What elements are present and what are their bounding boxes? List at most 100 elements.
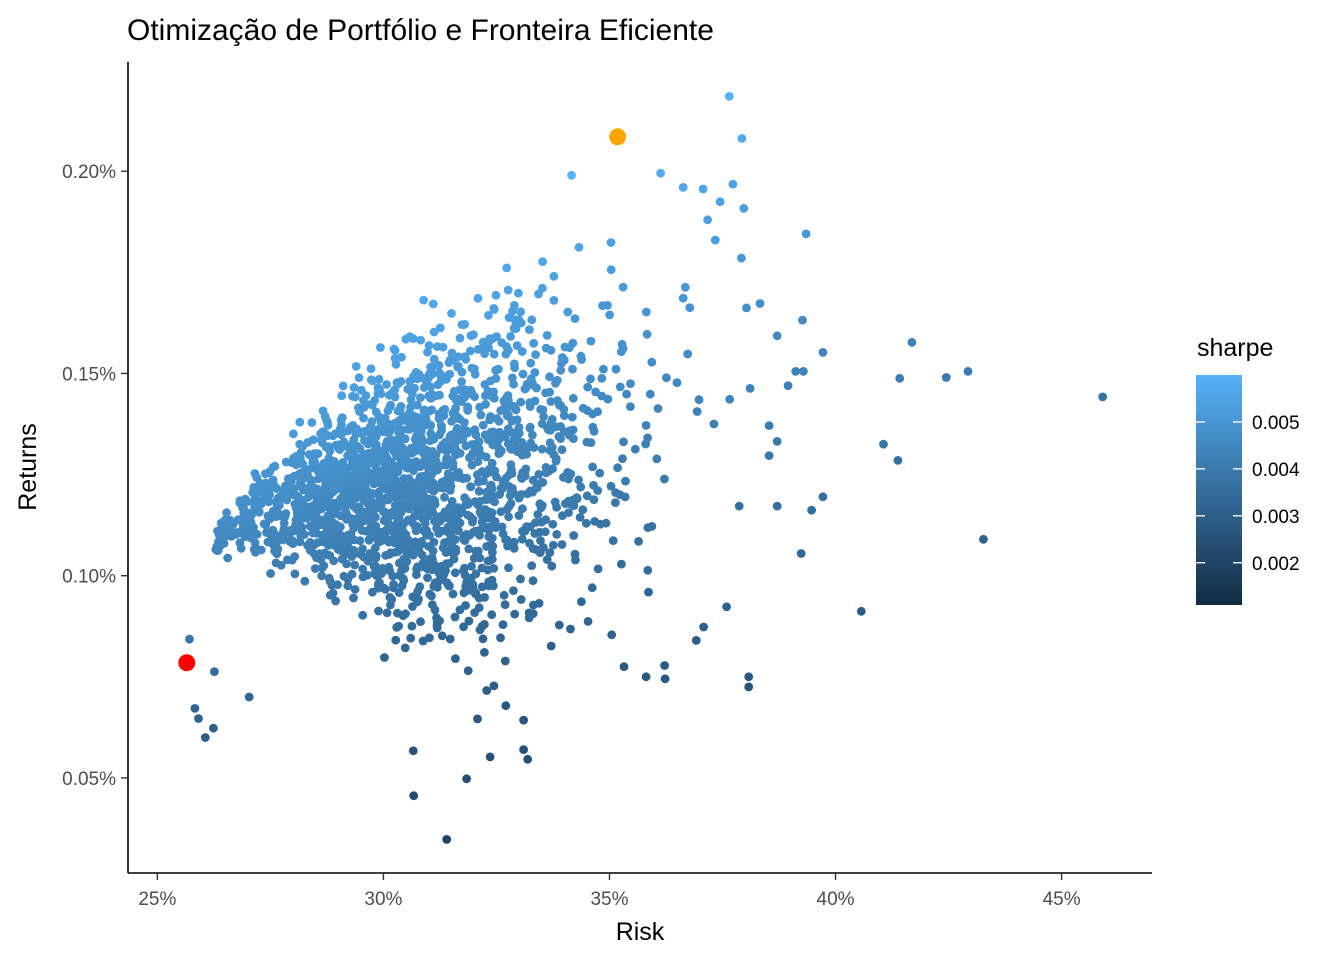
scatter-point bbox=[517, 347, 527, 356]
scatter-point bbox=[391, 475, 401, 485]
y-axis-title: Returns bbox=[14, 423, 42, 511]
scatter-point bbox=[496, 633, 505, 643]
scatter-point bbox=[452, 424, 462, 433]
scatter-point bbox=[361, 526, 371, 536]
scatter-point bbox=[519, 745, 528, 754]
scatter-point bbox=[401, 609, 410, 619]
scatter-point bbox=[485, 541, 494, 550]
scatter-point bbox=[263, 537, 273, 547]
scatter-point bbox=[427, 405, 437, 415]
scatter-point bbox=[381, 510, 391, 520]
scatter-point bbox=[941, 373, 951, 382]
scatter-point bbox=[487, 436, 497, 446]
scatter-point bbox=[431, 515, 441, 525]
scatter-point bbox=[495, 427, 505, 437]
scatter-point bbox=[699, 622, 708, 632]
scatter-point bbox=[672, 378, 682, 388]
scatter-point bbox=[492, 414, 502, 423]
scatter-point bbox=[491, 374, 501, 383]
legend-tick-label: 0.002 bbox=[1252, 554, 1300, 575]
scatter-point bbox=[464, 616, 474, 626]
scatter-point bbox=[507, 415, 517, 425]
scatter-point bbox=[398, 532, 408, 541]
scatter-point bbox=[737, 253, 746, 263]
scatter-point bbox=[552, 375, 562, 385]
scatter-point bbox=[185, 634, 194, 644]
scatter-point bbox=[337, 479, 347, 489]
scatter-point bbox=[469, 330, 478, 340]
scatter-point bbox=[514, 288, 523, 298]
scatter-point bbox=[190, 704, 200, 713]
scatter-point bbox=[611, 364, 621, 374]
scatter-point bbox=[463, 402, 473, 412]
scatter-point bbox=[593, 407, 602, 417]
scatter-point bbox=[210, 667, 219, 676]
scatter-point bbox=[415, 582, 425, 591]
scatter-point bbox=[569, 434, 578, 444]
scatter-point bbox=[366, 364, 376, 374]
scatter-point bbox=[488, 392, 497, 402]
scatter-point bbox=[340, 502, 349, 511]
scatter-point bbox=[407, 621, 417, 631]
scatter-point bbox=[310, 456, 319, 466]
scatter-point bbox=[350, 392, 360, 402]
scatter-point bbox=[429, 560, 439, 569]
scatter-point bbox=[337, 554, 347, 564]
scatter-point bbox=[528, 544, 538, 553]
scatter-point bbox=[764, 451, 774, 460]
scatter-point bbox=[583, 382, 593, 392]
scatter-point bbox=[328, 532, 338, 542]
scatter-point bbox=[618, 454, 627, 463]
scatter-point bbox=[509, 428, 519, 438]
scatter-point bbox=[527, 561, 537, 570]
scatter-point bbox=[535, 527, 545, 537]
scatter-point bbox=[475, 402, 485, 412]
scatter-point bbox=[755, 299, 765, 308]
scatter-point bbox=[737, 134, 747, 143]
scatter-point bbox=[357, 509, 367, 519]
scatter-point bbox=[653, 404, 663, 413]
scatter-point bbox=[333, 545, 343, 554]
scatter-point bbox=[213, 546, 223, 555]
scatter-point bbox=[429, 354, 439, 364]
scatter-point bbox=[574, 475, 583, 485]
scatter-point bbox=[798, 315, 807, 325]
scatter-point bbox=[491, 290, 501, 300]
scatter-point bbox=[424, 341, 434, 350]
scatter-point bbox=[715, 197, 725, 207]
scatter-point bbox=[470, 608, 479, 617]
scatter-point bbox=[709, 419, 719, 429]
scatter-point bbox=[536, 536, 545, 545]
scatter-point bbox=[572, 494, 582, 503]
scatter-point bbox=[543, 425, 553, 434]
scatter-point bbox=[660, 674, 670, 684]
scatter-point bbox=[480, 648, 489, 657]
scatter-point bbox=[509, 324, 519, 333]
scatter-point bbox=[473, 477, 483, 487]
scatter-point bbox=[500, 600, 510, 609]
scatter-point bbox=[499, 590, 509, 600]
scatter-point bbox=[467, 561, 476, 571]
scatter-point bbox=[428, 299, 438, 309]
x-tick-label: 35% bbox=[590, 889, 628, 910]
scatter-point bbox=[356, 550, 366, 560]
scatter-point bbox=[601, 518, 611, 528]
scatter-point bbox=[538, 405, 548, 415]
scatter-point bbox=[225, 515, 235, 525]
scatter-point bbox=[561, 499, 570, 508]
scatter-point bbox=[554, 620, 564, 630]
scatter-point bbox=[566, 624, 575, 634]
scatter-point bbox=[420, 496, 430, 506]
scatter-point bbox=[392, 493, 401, 502]
legend-tick-label: 0.005 bbox=[1252, 413, 1300, 434]
scatter-point bbox=[310, 449, 320, 458]
scatter-point bbox=[398, 500, 408, 510]
scatter-point bbox=[567, 170, 576, 180]
scatter-point bbox=[501, 701, 511, 711]
scatter-point bbox=[384, 520, 393, 530]
scatter-point bbox=[326, 457, 335, 467]
scatter-point bbox=[455, 449, 465, 458]
scatter-point bbox=[350, 585, 360, 594]
scatter-point bbox=[430, 605, 440, 615]
scatter-point bbox=[647, 522, 657, 531]
